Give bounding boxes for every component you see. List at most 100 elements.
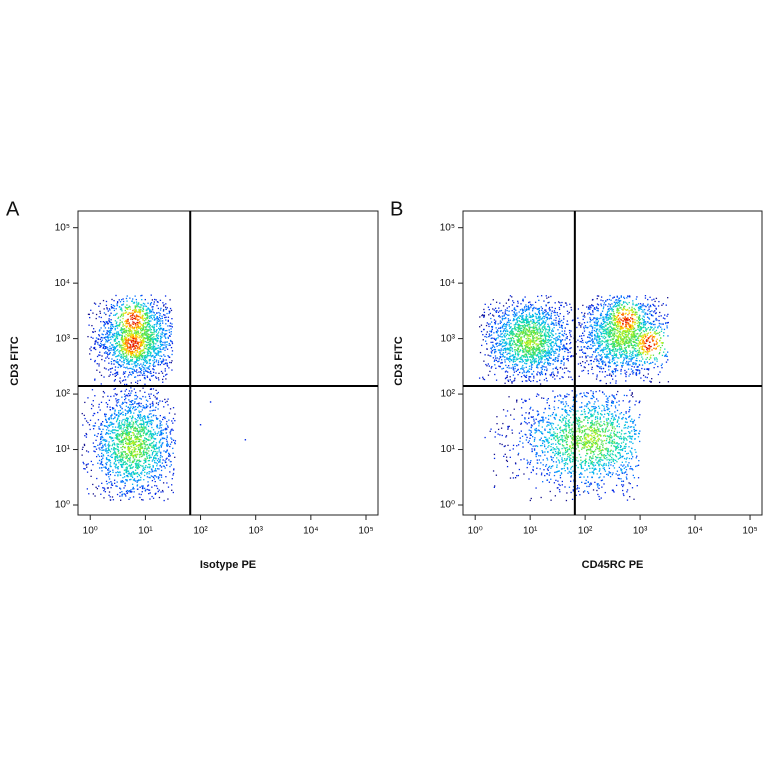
event-dot	[516, 329, 517, 330]
event-dot	[546, 378, 547, 379]
event-dot	[108, 468, 109, 469]
event-dot	[153, 303, 154, 304]
event-dot	[143, 359, 144, 360]
event-dot	[136, 423, 137, 424]
event-dot	[509, 325, 510, 326]
panel-label: A	[6, 198, 20, 220]
event-dot	[501, 310, 502, 311]
event-dot	[498, 316, 499, 317]
event-dot	[162, 332, 163, 333]
event-dot	[553, 338, 554, 339]
event-dot	[128, 454, 129, 455]
event-dot	[555, 324, 556, 325]
event-dot	[150, 443, 151, 444]
event-dot	[160, 320, 161, 321]
event-dot	[107, 406, 108, 407]
event-dot	[504, 326, 505, 327]
event-dot	[138, 447, 139, 448]
event-dot	[143, 416, 144, 417]
event-dot	[135, 406, 136, 407]
event-dot	[508, 320, 509, 321]
event-dot	[485, 304, 486, 305]
event-dot	[115, 485, 116, 486]
event-dot	[159, 459, 160, 460]
event-dot	[166, 330, 167, 331]
event-dot	[117, 338, 118, 339]
event-dot	[535, 332, 536, 333]
event-dot	[127, 376, 128, 377]
event-dot	[114, 449, 115, 450]
event-dot	[521, 361, 522, 362]
event-dot	[146, 456, 147, 457]
event-dot	[132, 415, 133, 416]
event-dot	[138, 403, 139, 404]
event-dot	[522, 350, 523, 351]
event-dot	[524, 296, 525, 297]
event-dot	[131, 437, 132, 438]
event-dot	[148, 436, 149, 437]
event-dot	[117, 302, 118, 303]
event-dot	[100, 409, 101, 410]
event-dot	[114, 475, 115, 476]
event-dot	[87, 336, 88, 337]
event-dot	[134, 401, 135, 402]
event-dot	[532, 304, 533, 305]
event-dot	[509, 361, 510, 362]
event-dot	[158, 447, 159, 448]
event-dot	[492, 350, 493, 351]
event-dot	[148, 349, 149, 350]
event-dot	[137, 476, 138, 477]
event-dot	[155, 481, 156, 482]
event-dot	[141, 417, 142, 418]
event-dot	[139, 446, 140, 447]
event-dot	[555, 357, 556, 358]
event-dot	[137, 336, 138, 337]
event-dot	[557, 336, 558, 337]
event-dot	[126, 348, 127, 349]
event-dot	[129, 424, 130, 425]
event-dot	[153, 410, 154, 411]
event-dot	[112, 374, 113, 375]
event-dot	[138, 371, 139, 372]
event-dot	[557, 329, 558, 330]
event-dot	[521, 356, 522, 357]
event-dot	[95, 446, 96, 447]
event-dot	[145, 299, 146, 300]
event-dot	[528, 309, 529, 310]
event-dot	[561, 320, 562, 321]
event-dot	[169, 412, 170, 413]
event-dot	[567, 352, 568, 353]
event-dot	[110, 409, 111, 410]
event-dot	[519, 338, 520, 339]
event-dot	[139, 390, 140, 391]
event-dot	[118, 399, 119, 400]
event-dot	[132, 449, 133, 450]
event-dot	[103, 321, 104, 322]
event-dot	[526, 306, 527, 307]
event-dot	[125, 310, 126, 311]
events-layer	[81, 294, 176, 501]
event-dot	[158, 379, 159, 380]
event-dot	[127, 430, 128, 431]
event-dot	[488, 363, 489, 364]
event-dot	[514, 324, 515, 325]
event-dot	[94, 446, 95, 447]
event-dot	[490, 342, 491, 343]
event-dot	[96, 318, 97, 319]
event-dot	[143, 303, 144, 304]
event-dot	[124, 325, 125, 326]
event-dot	[168, 345, 169, 346]
event-dot	[160, 309, 161, 310]
event-dot	[137, 463, 138, 464]
event-dot	[117, 449, 118, 450]
event-dot	[490, 313, 491, 314]
event-dot	[544, 324, 545, 325]
event-dot	[521, 322, 522, 323]
event-dot	[119, 323, 120, 324]
event-dot	[541, 362, 542, 363]
event-dot	[160, 351, 161, 352]
event-dot	[131, 472, 132, 473]
event-dot	[104, 440, 105, 441]
event-dot	[498, 312, 499, 313]
event-dot	[567, 356, 568, 357]
